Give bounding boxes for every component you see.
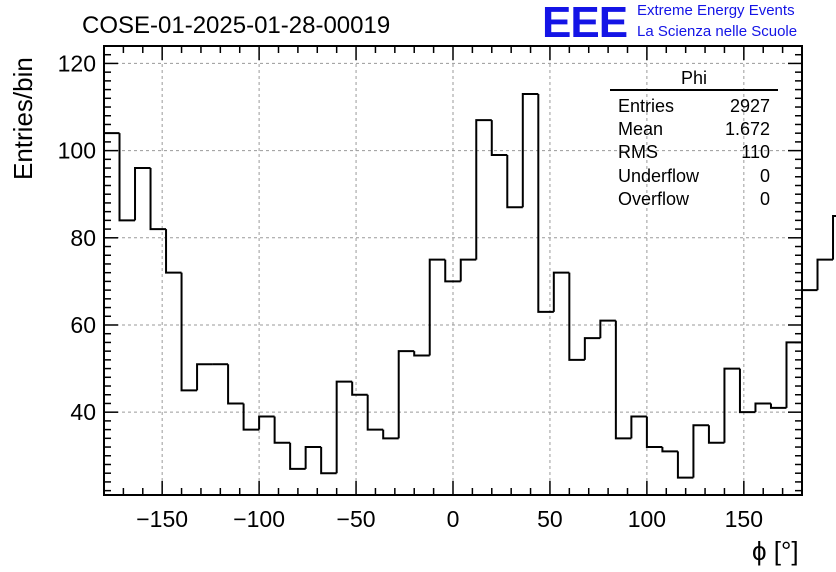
histogram-bin: [723, 367, 740, 443]
histogram-bin: [707, 425, 725, 444]
histogram-bin: [552, 271, 570, 312]
x-tick-label: 0: [447, 506, 460, 532]
histogram-bin: [645, 416, 663, 449]
histogram-bin: [397, 350, 415, 439]
histogram-bin: [180, 272, 198, 392]
histogram-bin: [521, 92, 539, 208]
stats-value: 110: [741, 142, 770, 163]
histogram-series: [103, 92, 836, 495]
histogram-bin: [459, 258, 477, 282]
histogram-bin: [785, 341, 802, 408]
histogram-bin: [149, 168, 167, 231]
histogram-bin: [490, 120, 508, 156]
histogram-bin: [506, 154, 523, 209]
y-tick-label: 120: [58, 50, 96, 76]
logo-line-1: Extreme Energy Events: [637, 2, 795, 19]
x-tick-label: −50: [337, 506, 376, 532]
stats-box: Phi Entries 2927 Mean 1.672 RMS 110 Underfl…: [610, 68, 778, 211]
stats-label: Entries: [618, 96, 675, 116]
histogram-bin: [428, 258, 446, 356]
histogram-bin: [630, 415, 647, 439]
histogram-bin: [335, 380, 353, 474]
stats-label: Underflow: [618, 165, 700, 186]
x-tick-label: 100: [628, 506, 666, 532]
histogram-bin: [103, 132, 120, 495]
stats-row: Mean 1.672: [610, 118, 778, 141]
axis-ticks: [103, 45, 803, 495]
stats-value: 0: [759, 188, 770, 209]
stats-label: Overflow: [618, 188, 690, 209]
stats-title: Phi: [610, 68, 778, 91]
stats-row: Overflow 0: [610, 188, 778, 211]
stats-value: 2927: [729, 96, 770, 116]
chart-title: COSE-01-2025-01-28-00019: [82, 12, 391, 39]
histogram-bin: [242, 403, 260, 431]
histogram-bin: [816, 258, 834, 291]
y-axis-label: Entries/bin: [8, 57, 38, 180]
histogram-bin: [258, 415, 275, 430]
histogram-bin: [692, 424, 709, 478]
eee-logo: EEE: [542, 0, 628, 47]
y-tick-label: 100: [58, 138, 96, 164]
logo-line-2: La Scienza nelle Scuole: [637, 23, 798, 40]
histogram-bin: [196, 363, 213, 391]
histogram-bin: [382, 429, 399, 440]
histogram-bin: [273, 416, 291, 444]
histogram-bin: [165, 229, 182, 274]
histogram-bin: [801, 289, 818, 343]
histogram-bin: [583, 337, 601, 360]
histogram-bin: [351, 381, 368, 396]
histogram-bin: [413, 351, 430, 357]
stats-value: 1.672: [724, 119, 770, 140]
histogram-bin: [320, 447, 337, 475]
y-tick-label: 60: [70, 312, 96, 338]
stats-value: 0: [759, 165, 770, 186]
x-tick-label: 50: [537, 506, 563, 532]
x-tick-label: −150: [136, 506, 188, 532]
stats-label: Mean: [618, 119, 664, 140]
y-tick-label: 80: [70, 225, 96, 251]
tick-labels: −150 −100 −50 0 50 100 150 40 60 80 100 120: [58, 50, 763, 532]
histogram-bin: [227, 364, 244, 405]
histogram-bin: [444, 259, 461, 283]
histogram-bin: [289, 442, 306, 470]
x-axis-label: ϕ [°]: [752, 536, 799, 566]
y-tick-label: 40: [70, 399, 96, 425]
x-tick-label: 150: [725, 506, 763, 532]
histogram-bin: [304, 446, 322, 469]
stats-row: Underflow 0: [610, 165, 778, 188]
histogram-bin: [754, 402, 771, 413]
histogram-bin: [661, 447, 678, 453]
stats-row: Entries 2927: [610, 95, 778, 118]
histogram-bin: [832, 215, 836, 260]
grid-lines: [104, 46, 802, 495]
histogram-bin: [614, 320, 632, 440]
histogram-bin: [568, 272, 585, 361]
histogram-bin: [475, 119, 492, 260]
histogram-bin: [769, 403, 787, 409]
x-tick-label: −100: [233, 506, 285, 532]
stats-row: RMS 110: [610, 141, 778, 164]
histogram-bin: [738, 368, 756, 414]
histogram-bin: [676, 451, 694, 479]
histogram-bin: [366, 394, 384, 431]
histogram-bin: [134, 167, 151, 221]
histogram-bin: [599, 319, 616, 339]
histogram-bin: [118, 133, 136, 222]
histogram-bin: [537, 93, 554, 313]
stats-label: RMS: [618, 142, 658, 163]
